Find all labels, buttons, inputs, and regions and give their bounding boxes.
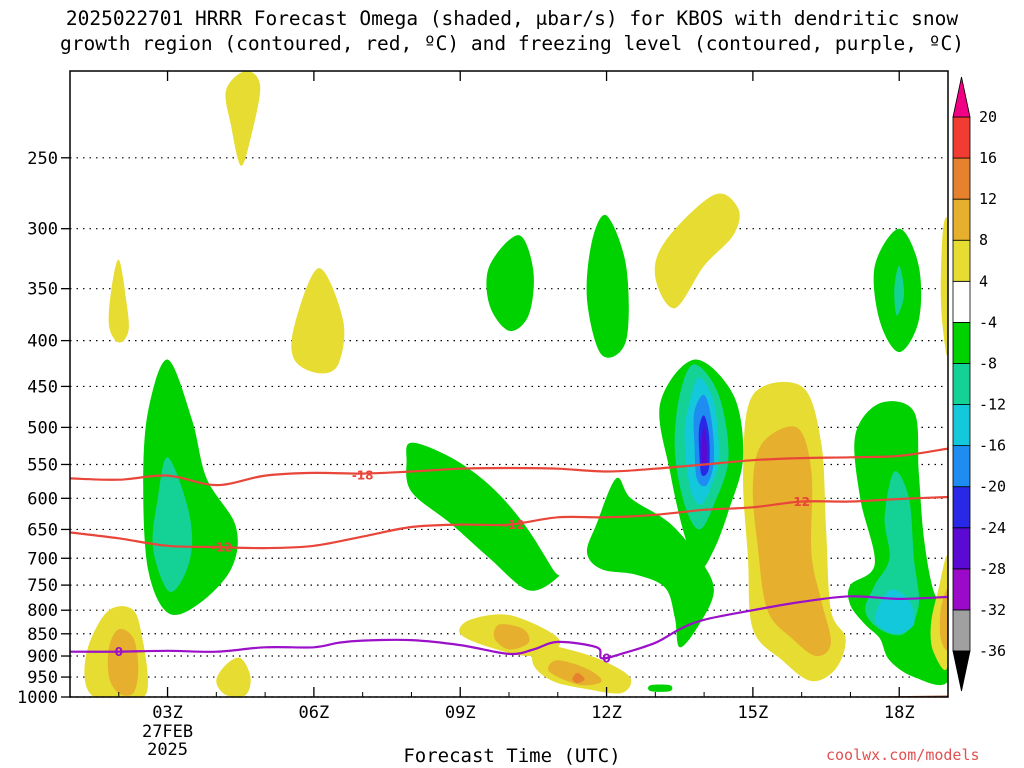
colorbar-label-12: 12 <box>979 190 997 208</box>
omega-region-18 <box>701 427 708 464</box>
omega-region-32 <box>548 660 602 686</box>
omega-region-2 <box>225 71 261 166</box>
colorbar-bin--28 <box>952 527 971 570</box>
y-tick-label-400: 400 <box>27 332 58 352</box>
x-axis-label: Forecast Time (UTC) <box>403 745 621 767</box>
y-tick-label-650: 650 <box>27 520 58 540</box>
omega-region-3 <box>108 259 129 343</box>
contour-label-2: -12 <box>503 518 525 532</box>
y-tick-label-550: 550 <box>27 455 58 475</box>
y-tick-label-950: 950 <box>27 668 58 688</box>
colorbar-bin--20 <box>952 445 971 488</box>
colorbar-label--20: -20 <box>979 478 1006 496</box>
omega-region-23 <box>874 589 915 634</box>
colorbar-label--8: -8 <box>979 354 997 372</box>
colorbar: -36 -32 -28 -24 -20 -16 -12 -8 -4 4 8 12 16 20 <box>952 76 1006 692</box>
temperature-contours: -18 -12 -12 12 0 0 <box>70 447 948 666</box>
credit-text: coolwx.com/models <box>826 746 980 764</box>
x-tick-label-18Z: 18Z <box>884 703 915 723</box>
y-tick-label-300: 300 <box>27 220 58 240</box>
pressure-axis: 2503003504004505005506006507007508008509… <box>17 149 70 708</box>
contour-line-4 <box>70 595 948 660</box>
omega-region-11 <box>406 442 560 591</box>
omega-region-10 <box>654 193 740 309</box>
colorbar-bin--8 <box>952 321 971 364</box>
y-tick-label-800: 800 <box>27 601 58 621</box>
omega-region-4 <box>216 657 251 697</box>
omega-region-25 <box>894 265 905 316</box>
omega-region-28 <box>939 589 948 651</box>
chart-title-line2: growth region (contoured, red, ºC) and f… <box>60 32 964 55</box>
omega-region-9 <box>586 214 629 358</box>
x-tick-label-12Z: 12Z <box>591 703 622 723</box>
colorbar-bin--36 <box>952 609 971 652</box>
contour-label-5: 0 <box>602 652 610 666</box>
colorbar-bin--12 <box>952 363 971 405</box>
contour-label-1: -12 <box>210 540 232 554</box>
colorbar-bin-16 <box>952 116 971 159</box>
omega-region-22 <box>865 471 920 636</box>
colorbar-label--36: -36 <box>979 642 1006 660</box>
colorbar-label--32: -32 <box>979 601 1006 619</box>
colorbar-label--4: -4 <box>979 313 997 331</box>
colorbar-label--28: -28 <box>979 560 1006 578</box>
y-tick-label-1000: 1000 <box>17 688 58 708</box>
omega-region-30 <box>493 624 530 650</box>
omega-region-7 <box>152 457 193 592</box>
colorbar-bin--4 <box>952 280 971 323</box>
omega-shading <box>84 71 948 697</box>
colorbar-over-arrow <box>952 76 971 118</box>
colorbar-label--16: -16 <box>979 437 1006 455</box>
x-tick-sublabel-1: 2025 <box>147 740 188 760</box>
colorbar-label-20: 20 <box>979 108 997 126</box>
colorbar-bin--24 <box>952 486 971 529</box>
y-tick-label-250: 250 <box>27 149 58 169</box>
colorbar-label--24: -24 <box>979 519 1006 537</box>
y-tick-label-750: 750 <box>27 576 58 596</box>
y-tick-label-350: 350 <box>27 280 58 300</box>
y-tick-label-450: 450 <box>27 377 58 397</box>
colorbar-label-16: 16 <box>979 149 997 167</box>
colorbar-under-arrow <box>952 650 971 692</box>
contour-label-0: -18 <box>352 468 374 482</box>
chart-title-line1: 2025022701 HRRR Forecast Omega (shaded, … <box>65 7 959 30</box>
colorbar-bin-8 <box>952 198 971 241</box>
omega-region-8 <box>486 235 534 332</box>
contour-line-1 <box>70 495 948 550</box>
x-tick-sublabel-0: 27FEB <box>142 722 193 742</box>
y-tick-label-900: 900 <box>27 647 58 667</box>
contour-line-0 <box>70 447 948 487</box>
omega-region-20 <box>752 426 831 657</box>
colorbar-label-8: 8 <box>979 231 988 249</box>
colorbar-label-4: 4 <box>979 272 988 290</box>
omega-region-26 <box>940 217 948 356</box>
omega-region-33 <box>572 672 585 684</box>
colorbar-bin--32 <box>952 568 971 611</box>
y-tick-label-600: 600 <box>27 489 58 509</box>
contour-label-3: 12 <box>793 495 810 509</box>
x-tick-label-06Z: 06Z <box>299 703 330 723</box>
colorbar-label--12: -12 <box>979 396 1006 414</box>
chart-title: 2025022701 HRRR Forecast Omega (shaded, … <box>0 6 1024 56</box>
colorbar-bin-12 <box>952 157 971 200</box>
x-tick-label-03Z: 03Z <box>152 703 183 723</box>
y-tick-label-500: 500 <box>27 418 58 438</box>
x-tick-label-09Z: 09Z <box>445 703 476 723</box>
y-tick-label-700: 700 <box>27 549 58 569</box>
omega-region-5 <box>291 268 345 374</box>
y-tick-label-850: 850 <box>27 625 58 645</box>
colorbar-bin--16 <box>952 404 971 447</box>
contour-label-4: 0 <box>115 645 123 659</box>
omega-region-1 <box>107 628 139 696</box>
x-tick-label-15Z: 15Z <box>738 703 769 723</box>
colorbar-bin-4 <box>952 239 971 282</box>
omega-region-12 <box>586 477 714 648</box>
omega-region-34 <box>648 684 673 692</box>
